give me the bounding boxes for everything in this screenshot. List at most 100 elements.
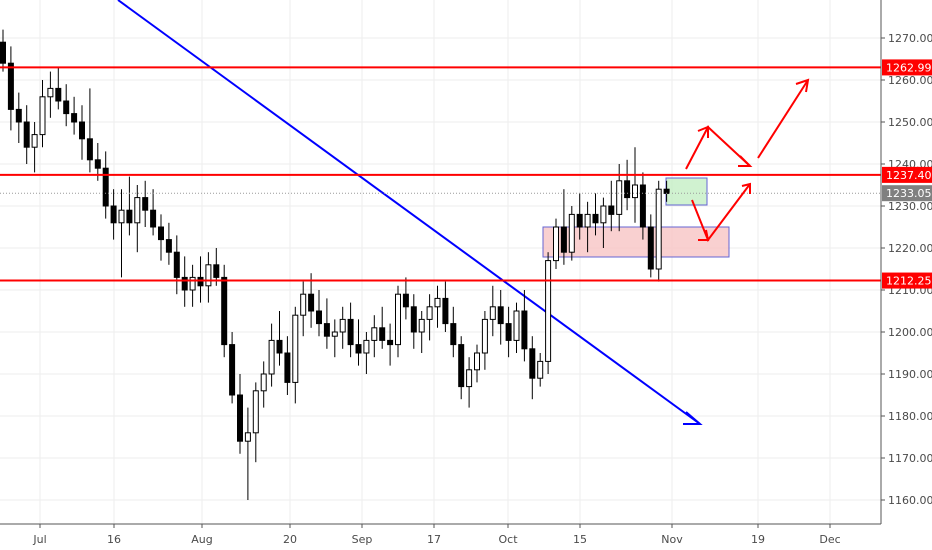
bearish-candle-body [442,297,449,325]
candle[interactable] [118,189,125,278]
candle[interactable] [339,306,346,349]
candle[interactable] [639,172,646,240]
consolidation-zone[interactable] [665,177,708,206]
candle[interactable] [158,214,164,261]
candle[interactable] [489,285,496,337]
candle[interactable] [134,185,141,253]
candle[interactable] [229,332,236,404]
projection-arrow[interactable] [685,125,751,170]
candle[interactable] [537,353,544,387]
candle[interactable] [553,218,559,269]
candle[interactable] [426,294,433,341]
x-tick-label: Aug [191,533,212,546]
candle[interactable] [244,407,251,500]
candle[interactable] [363,332,370,374]
candle[interactable] [513,302,520,353]
candle[interactable] [655,180,662,282]
bearish-candle-body [410,306,417,333]
candle[interactable] [355,319,362,366]
candle[interactable] [237,374,243,454]
candle[interactable] [584,201,591,253]
candle[interactable] [0,29,6,72]
candle[interactable] [260,361,267,408]
candle[interactable] [79,105,85,160]
bullish-candle-body [363,339,370,354]
bearish-candle-body [142,197,149,211]
candle[interactable] [387,323,394,366]
candle[interactable] [545,252,552,374]
candle[interactable] [505,306,512,358]
candle[interactable] [647,214,654,278]
candle[interactable] [252,382,259,463]
candle[interactable] [63,84,70,127]
candle[interactable] [592,193,599,236]
candle[interactable] [600,197,607,248]
candle[interactable] [197,256,204,303]
candle[interactable] [624,159,631,211]
candle[interactable] [142,180,149,227]
candle[interactable] [434,285,441,328]
candle[interactable] [560,189,567,265]
candle[interactable] [213,248,220,286]
candle[interactable] [481,311,488,370]
candle[interactable] [7,46,14,131]
candle[interactable] [23,105,30,164]
candle[interactable] [205,252,212,303]
candle[interactable] [15,92,22,143]
candle[interactable] [47,71,54,118]
candle[interactable] [102,151,109,219]
candle[interactable] [474,344,480,383]
candle[interactable] [347,302,354,358]
bearish-candle-body [86,138,93,161]
candle[interactable] [323,298,330,349]
downtrend-line[interactable] [117,0,701,425]
candle[interactable] [268,323,275,387]
candle[interactable] [402,277,409,320]
candle[interactable] [608,180,615,232]
candle[interactable] [173,235,180,295]
candle[interactable] [292,306,299,404]
bullish-candle-body [189,276,196,291]
candle[interactable] [39,80,46,148]
candle[interactable] [110,189,117,240]
candle[interactable] [189,264,196,307]
candle[interactable] [308,273,315,328]
candle[interactable] [529,336,536,400]
candle[interactable] [181,256,188,307]
candle[interactable] [31,122,38,173]
candle[interactable] [284,336,291,395]
bullish-candle-body [489,306,496,320]
candle[interactable] [126,176,133,236]
candle[interactable] [410,294,417,349]
candle[interactable] [55,67,62,110]
candle[interactable] [395,285,401,358]
candle[interactable] [71,96,78,135]
bullish-candle-body [268,339,275,375]
candle[interactable] [331,319,338,358]
candle[interactable] [165,222,172,265]
candle[interactable] [276,311,283,366]
candle[interactable] [86,88,93,173]
bullish-candle-body [418,318,425,333]
x-tick-label: Jul [32,533,46,546]
candle[interactable] [442,281,449,332]
candle[interactable] [458,336,465,400]
candle[interactable] [497,290,504,345]
candle[interactable] [568,206,575,261]
candle[interactable] [632,147,638,223]
candle[interactable] [316,290,322,337]
candle[interactable] [418,311,425,353]
x-tick-label: 19 [751,533,765,546]
candle[interactable] [521,290,528,362]
candle[interactable] [221,264,228,358]
bullish-candle-body [331,331,338,337]
candle[interactable] [150,189,157,236]
candle[interactable] [576,193,583,240]
candle[interactable] [300,281,307,337]
candle[interactable] [450,306,457,358]
candle[interactable] [379,306,386,349]
candle[interactable] [466,357,473,408]
projection-arrow[interactable] [757,79,809,159]
candle[interactable] [371,315,378,358]
